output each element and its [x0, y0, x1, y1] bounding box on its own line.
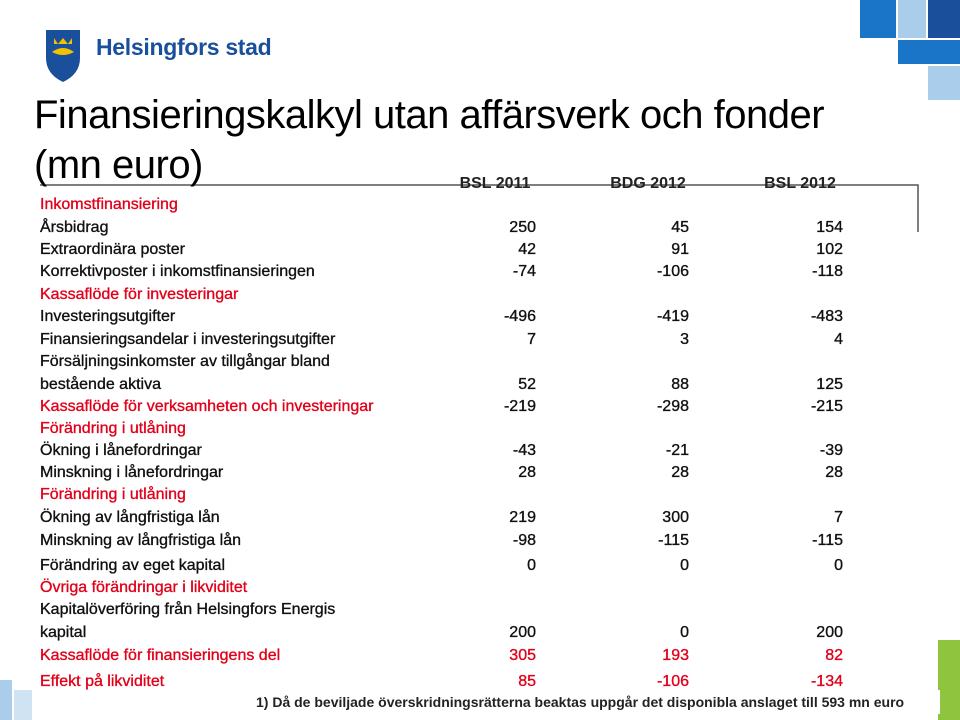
footnote: 1) Då de beviljade överskridningsrättern… [240, 690, 940, 714]
crest-crown [54, 38, 72, 44]
cell-value: 45 [671, 219, 689, 236]
column-header: BDG 2012 [610, 175, 686, 192]
cell-value: -43 [512, 442, 536, 459]
slide-title: Finansieringskalkyl utan affärsverk och … [34, 93, 825, 187]
row-label: kapital [40, 624, 87, 641]
cell-value: -215 [810, 398, 843, 415]
cell-value: 28 [518, 464, 536, 481]
brand: Helsingfors stad [96, 34, 272, 60]
row-label: Effekt på likviditet [40, 673, 165, 690]
cell-value: -115 [658, 532, 689, 549]
cell-value: 125 [816, 376, 843, 393]
cell-value: 193 [662, 647, 689, 664]
cell-value: 0 [834, 557, 843, 574]
row-label: Förändring av eget kapital [40, 557, 225, 574]
cell-value: -39 [819, 442, 843, 459]
cell-value: 85 [518, 673, 536, 690]
row-label: Ökning av långfristiga lån [40, 509, 220, 526]
cell-value: 7 [834, 509, 843, 526]
cell-value: -496 [503, 308, 536, 325]
cell-value: -74 [512, 263, 536, 280]
cell-value: 250 [509, 219, 536, 236]
cell-value: -98 [512, 532, 536, 549]
cell-value: -118 [812, 263, 843, 280]
row-label: Kassaflöde för finansieringens del [40, 647, 281, 664]
cell-value: 28 [825, 464, 843, 481]
cell-value: 4 [834, 331, 843, 348]
row-label: bestående aktiva [40, 376, 161, 393]
cell-value: 0 [680, 624, 689, 641]
cell-value: 42 [518, 241, 536, 258]
row-label: Kapitalöverföring från Helsingfors Energ… [40, 601, 336, 618]
cell-value: 3 [680, 331, 689, 348]
cell-value: 0 [527, 557, 536, 574]
row-label: Korrektivposter i inkomstfinansieringen [40, 263, 315, 280]
cell-value: 28 [671, 464, 689, 481]
cell-value: -115 [812, 532, 843, 549]
cell-value: -106 [656, 263, 689, 280]
row-label: Årsbidrag [40, 219, 109, 236]
row-label: Minskning i lånefordringar [40, 464, 224, 481]
row-label: Kassaflöde för investeringar [40, 286, 239, 303]
cell-value: -219 [503, 398, 536, 415]
row-label: Förändring i utlåning [40, 420, 186, 437]
cell-value: 154 [816, 219, 843, 236]
row-label: Finansieringsandelar i investeringsutgif… [40, 331, 336, 348]
cell-value: 91 [671, 241, 689, 258]
cell-value: -106 [656, 673, 689, 690]
row-label: Investeringsutgifter [40, 308, 176, 325]
cell-value: 0 [680, 557, 689, 574]
decor-bar [938, 640, 960, 720]
row-label: Försäljningsinkomster av tillgångar blan… [40, 353, 330, 370]
column-header: BSL 2011 [459, 175, 531, 192]
row-label: Inkomstfinansiering [40, 196, 178, 213]
cell-value: 82 [825, 647, 843, 664]
decor-square [928, 0, 960, 38]
decor-square [860, 0, 896, 38]
decor-square [898, 40, 960, 64]
row-label: Extraordinära poster [40, 241, 185, 258]
cell-value: 200 [816, 624, 843, 641]
cell-value: -21 [665, 442, 689, 459]
row-label: Ökning i lånefordringar [40, 442, 202, 459]
row-label: Förändring i utlåning [40, 486, 186, 503]
decor-square [898, 0, 926, 38]
decor-square [928, 66, 960, 100]
row-label: Minskning av långfristiga lån [40, 532, 241, 549]
cell-value: -298 [656, 398, 689, 415]
cell-value: -134 [810, 673, 843, 690]
table-rule [40, 184, 919, 232]
cell-value: 88 [671, 376, 689, 393]
cell-value: 7 [527, 331, 536, 348]
cell-value: 305 [509, 647, 536, 664]
cell-value: -419 [656, 308, 689, 325]
cell-value: 52 [518, 376, 536, 393]
decor-bar [14, 690, 32, 720]
crest [46, 30, 80, 82]
row-label: Kassaflöde för verksamheten och invester… [40, 398, 374, 415]
cell-value: 300 [662, 509, 689, 526]
decor-bar [0, 680, 12, 720]
cell-value: -483 [810, 308, 843, 325]
cell-value: 219 [509, 509, 536, 526]
cell-value: 102 [816, 241, 843, 258]
column-header: BSL 2012 [764, 175, 836, 192]
cell-value: 200 [509, 624, 536, 641]
row-label: Övriga förändringar i likviditet [40, 579, 248, 596]
crest-detail [52, 48, 74, 55]
